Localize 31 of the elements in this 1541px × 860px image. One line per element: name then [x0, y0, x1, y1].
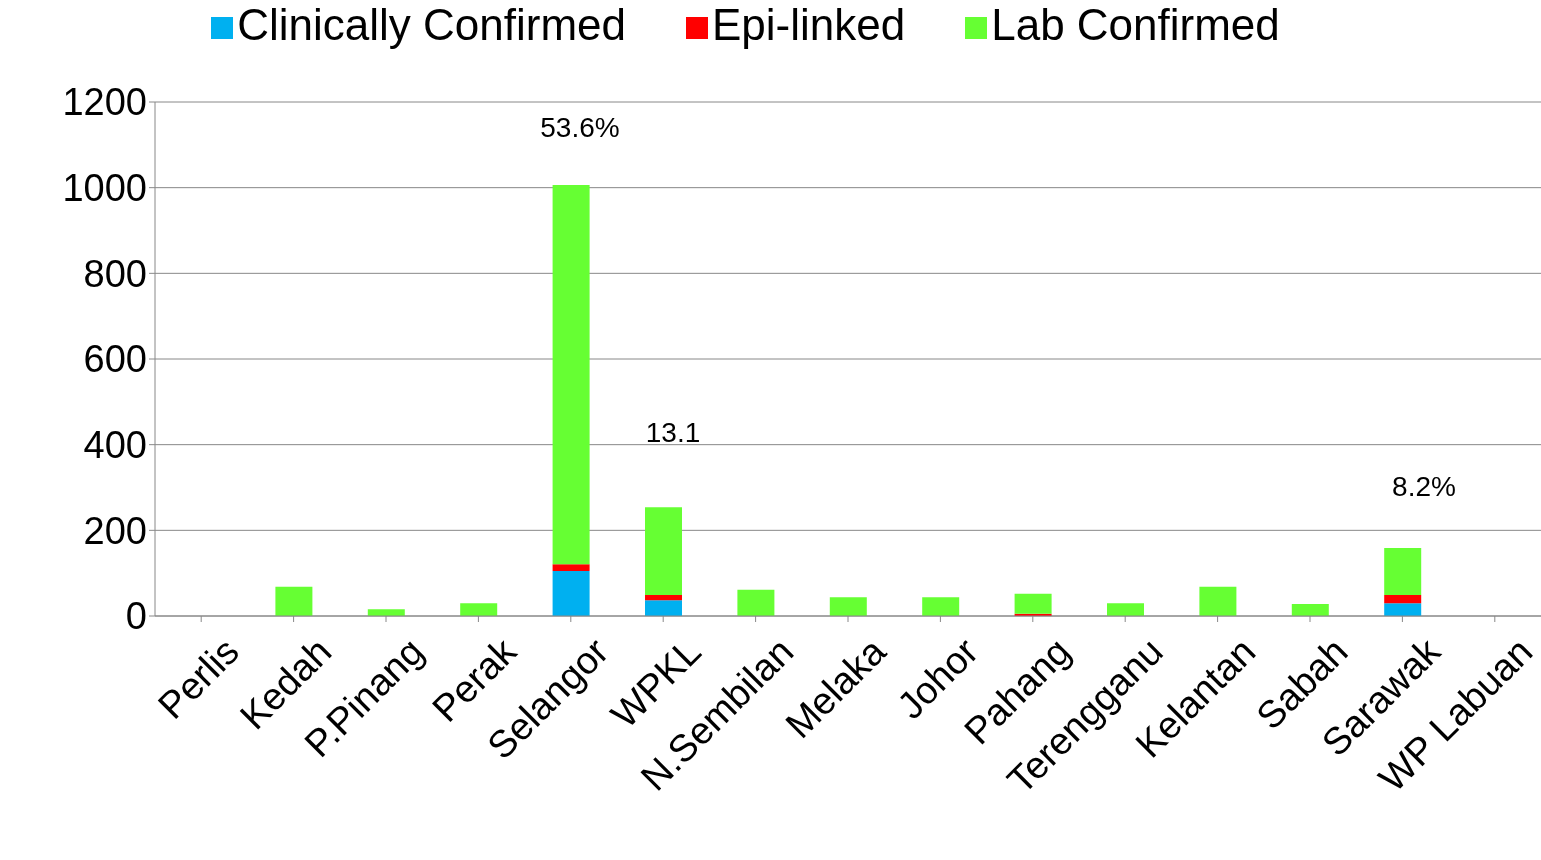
bar	[552, 571, 590, 616]
y-tick-label: 1200	[62, 81, 147, 124]
y-tick-label: 1000	[62, 167, 147, 210]
bar	[552, 185, 590, 565]
bar	[275, 586, 313, 616]
annotation: 8.2%	[1392, 471, 1456, 503]
bar	[1384, 595, 1422, 604]
bar	[1291, 604, 1329, 616]
bar	[1384, 603, 1422, 616]
bar	[922, 597, 960, 616]
bar	[460, 603, 498, 616]
y-tick-label: 600	[83, 338, 147, 381]
y-tick-label: 400	[83, 424, 147, 467]
y-tick-label: 800	[83, 252, 147, 295]
annotation: 13.1	[645, 417, 701, 449]
bar	[829, 597, 867, 616]
legend-label: Lab Confirmed	[991, 0, 1280, 49]
y-tick-label: 0	[125, 595, 147, 638]
bar	[645, 600, 682, 616]
bar	[1199, 586, 1237, 616]
legend-label: Epi-linked	[711, 0, 906, 49]
bar	[645, 507, 682, 596]
legend-label: Clinically Confirmed	[237, 0, 626, 49]
bar	[1384, 547, 1422, 596]
annotation: 53.6%	[540, 112, 620, 144]
y-tick-label: 200	[83, 509, 147, 552]
bar	[645, 595, 682, 601]
bar	[552, 564, 590, 572]
bar	[1014, 593, 1052, 614]
bar	[737, 589, 775, 616]
bar	[1107, 603, 1144, 616]
